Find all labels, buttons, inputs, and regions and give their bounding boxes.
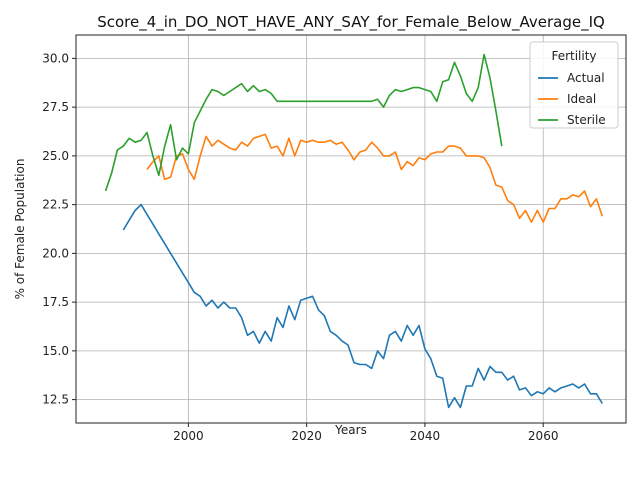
chart-title: Score_4_in_DO_NOT_HAVE_ANY_SAY_for_Femal… [97,13,605,32]
y-tick-label: 12.5 [42,393,69,407]
x-axis-label: Years [334,423,367,437]
legend-box [529,41,619,129]
y-tick-label: 15.0 [42,344,69,358]
series-line-sterile [104,53,503,192]
y-axis-ticks: 12.5 15.0 17.5 20.0 22.5 25.0 27.5 30.0 [42,51,76,407]
series-lines [104,53,604,409]
x-tick-label: 2060 [528,429,559,443]
x-tick-label: 2020 [291,429,322,443]
series-line-actual [122,203,603,409]
x-tick-label: 2000 [173,429,204,443]
y-tick-label: 27.5 [42,100,69,114]
legend-label-ideal: Ideal [567,92,596,106]
series-line-ideal [146,133,604,223]
y-tick-label: 22.5 [42,198,69,212]
y-tick-label: 17.5 [42,295,69,309]
y-axis-label: % of Female Population [13,159,27,300]
y-tick-label: 30.0 [42,51,69,65]
legend-title: Fertility [551,49,596,63]
legend-items: Actual Ideal Sterile [538,71,606,127]
y-tick-label: 20.0 [42,246,69,260]
legend-label-sterile: Sterile [567,113,606,127]
legend: Fertility Actual Ideal Sterile [529,41,619,129]
plot-area-frame [75,34,627,424]
legend-label-actual: Actual [567,71,605,85]
y-tick-label: 25.0 [42,149,69,163]
x-axis-ticks: 2000 2020 2040 2060 [173,423,558,443]
x-tick-label: 2040 [410,429,441,443]
